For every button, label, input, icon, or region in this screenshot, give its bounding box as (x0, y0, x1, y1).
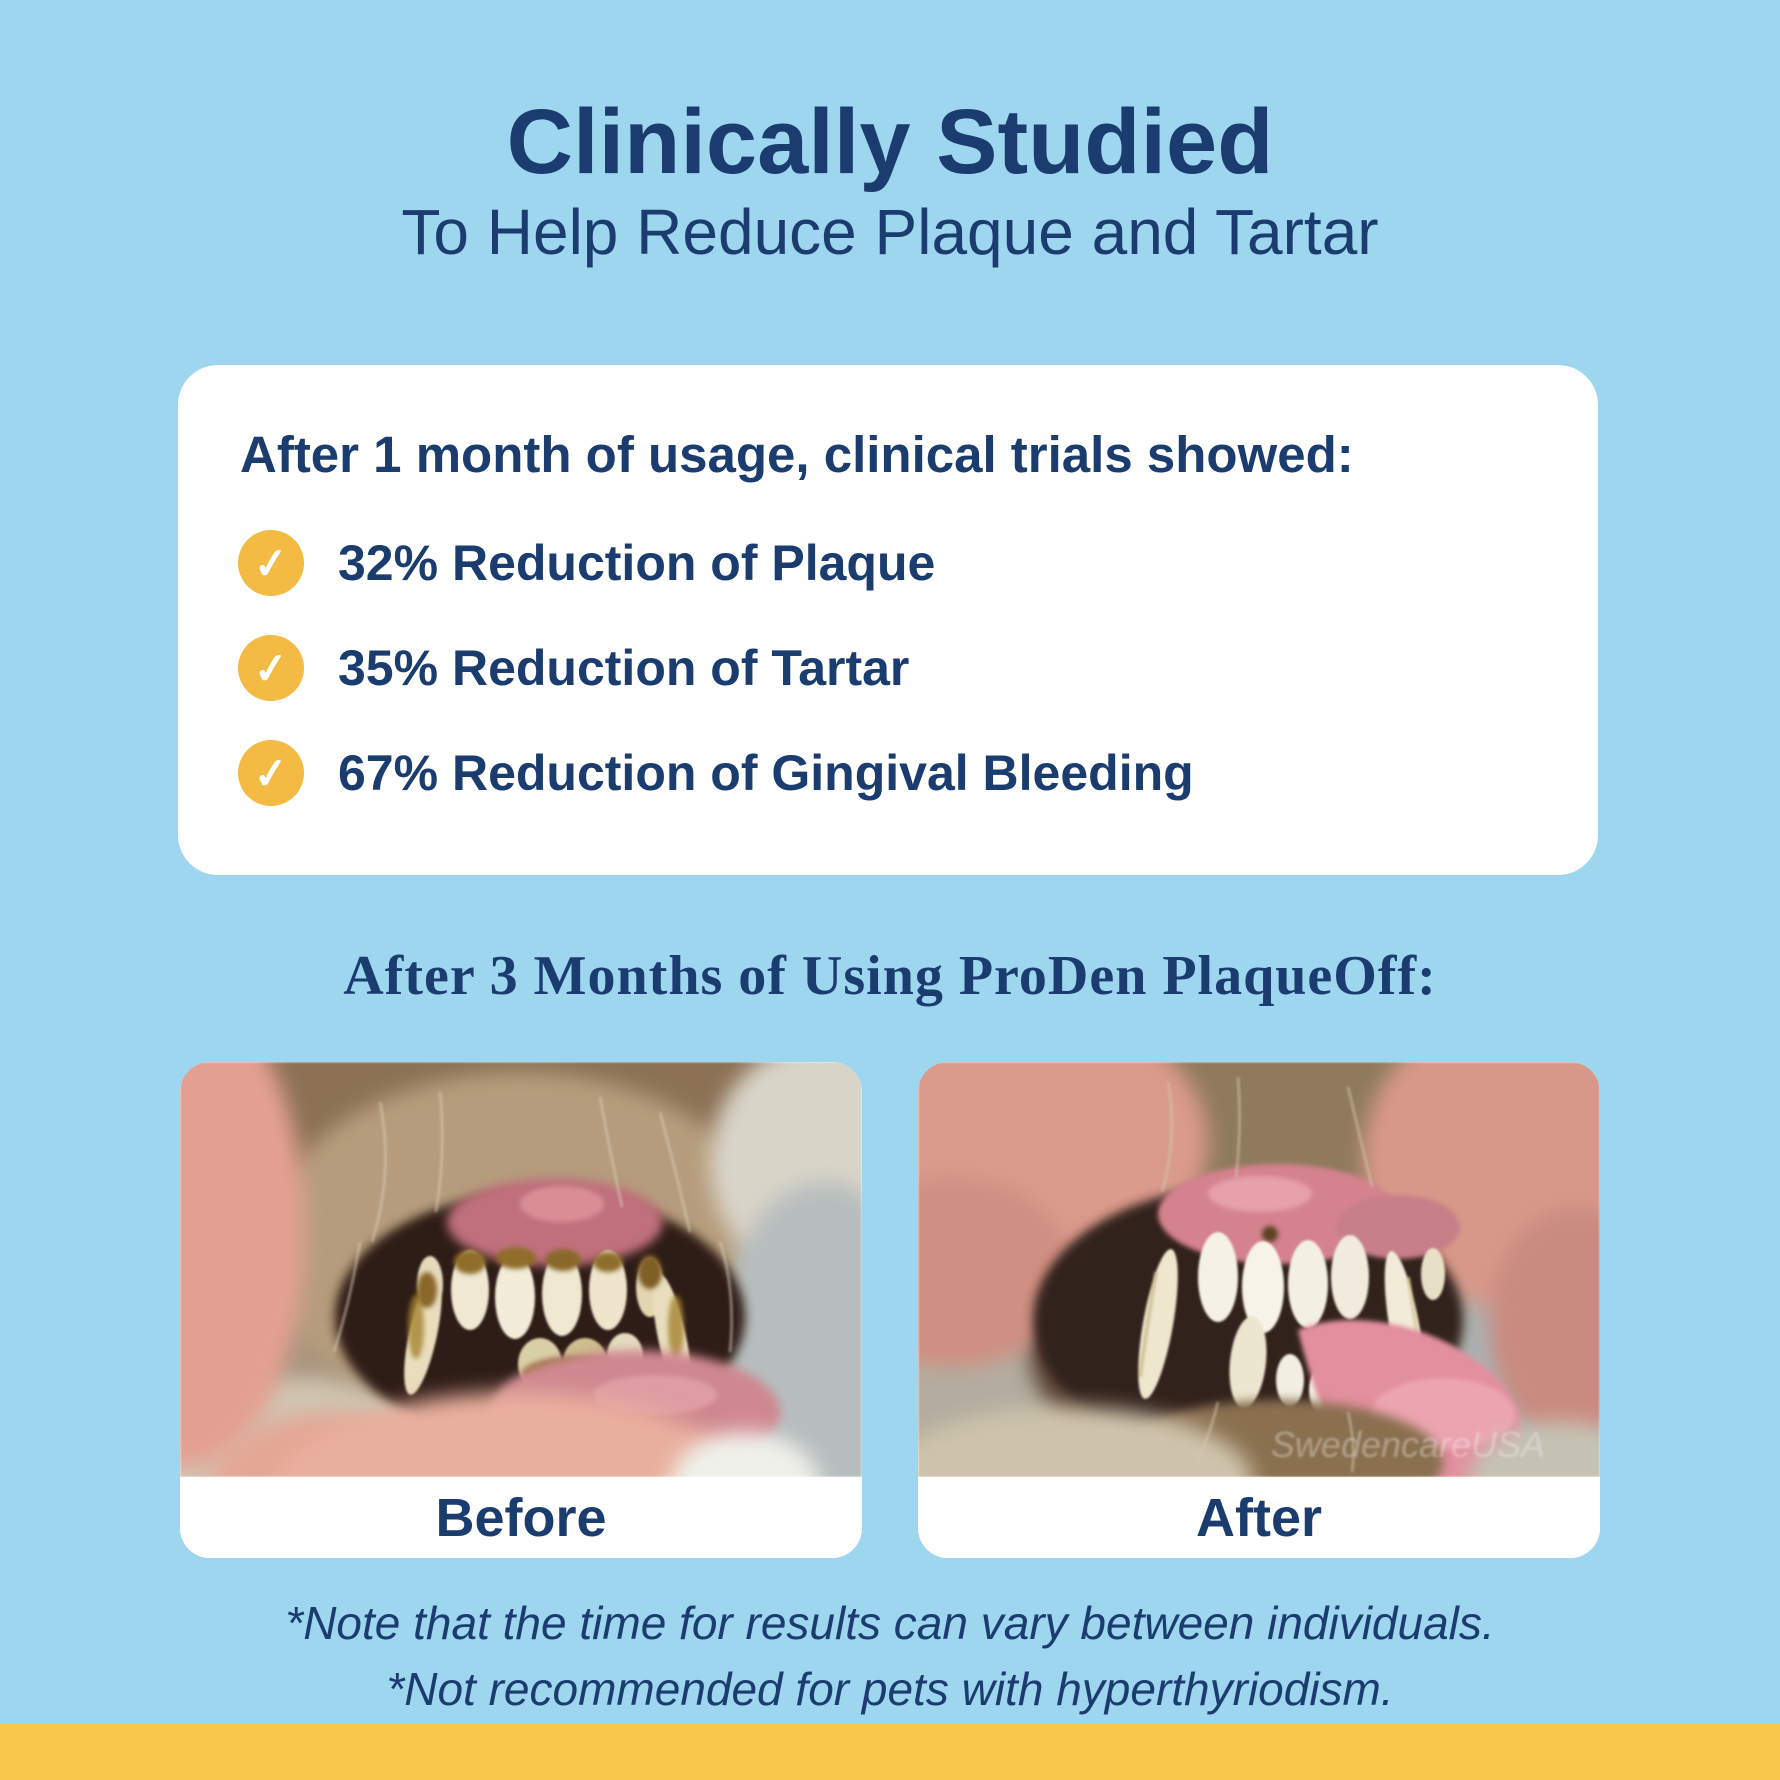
page-subtitle: To Help Reduce Plaque and Tartar (401, 196, 1379, 268)
check-icon: ✓ (234, 736, 308, 810)
tartar-deposits (408, 1247, 684, 1359)
fur-strands (1160, 1076, 1374, 1473)
finger (208, 1392, 819, 1477)
clinical-results-heading: After 1 month of usage, clinical trials … (240, 426, 1354, 483)
finger (918, 1062, 1600, 1447)
canine-tooth (1138, 1249, 1178, 1399)
footnote-hyperthyroidism: *Not recommended for pets with hyperthyr… (386, 1663, 1394, 1715)
trial-result-label: 35% Reduction of Tartar (338, 640, 910, 696)
photo-caption-before: Before (180, 1477, 862, 1558)
upper-gum (447, 1178, 663, 1266)
before-photo-card: Before (180, 1062, 862, 1558)
photo-caption-after: After (918, 1477, 1600, 1558)
trial-result-label: 67% Reduction of Gingival Bleeding (338, 745, 1194, 801)
after-photo-card: SwedencareUSA After (918, 1062, 1600, 1558)
after-photo: SwedencareUSA (918, 1062, 1600, 1477)
photo-watermark: SwedencareUSA (1271, 1424, 1545, 1465)
bottom-accent-bar (0, 1723, 1780, 1780)
before-photo (180, 1062, 862, 1477)
trial-result-item: ✓ 35% Reduction of Tartar (234, 631, 910, 705)
comparison-heading: After 3 Months of Using ProDen PlaqueOff… (343, 945, 1437, 1007)
fur-strands (332, 1091, 734, 1353)
page-title: Clinically Studied (506, 91, 1274, 193)
trial-result-item: ✓ 67% Reduction of Gingival Bleeding (234, 736, 1194, 810)
chin-fur (918, 1400, 1600, 1477)
finger (180, 1062, 305, 1467)
check-icon: ✓ (234, 631, 308, 705)
footnote-results-vary: *Note that the time for results can vary… (285, 1597, 1495, 1649)
clinical-results-card: After 1 month of usage, clinical trials … (178, 365, 1598, 875)
trial-result-item: ✓ 32% Reduction of Plaque (234, 526, 936, 600)
check-icon: ✓ (234, 526, 308, 600)
trial-result-label: 32% Reduction of Plaque (338, 535, 936, 591)
